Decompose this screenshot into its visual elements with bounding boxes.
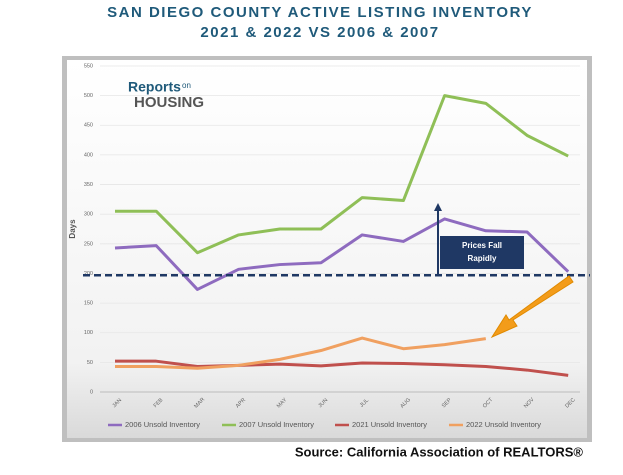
- y-tick-label: 450: [84, 123, 93, 129]
- y-tick-label: 500: [84, 93, 93, 99]
- series-line: [115, 359, 569, 377]
- logo-text: HOUSING: [134, 94, 204, 111]
- annotation-text: Prices Fall: [462, 241, 502, 250]
- logo-text: Reports: [128, 79, 181, 95]
- y-tick-label: 250: [84, 241, 93, 247]
- series-line: [115, 336, 487, 370]
- logo-text: on: [182, 81, 191, 90]
- y-tick-label: 0: [90, 389, 93, 395]
- chart-title: SAN DIEGO COUNTY ACTIVE LISTING INVENTOR…: [107, 4, 533, 21]
- x-tick-label: JUL: [359, 398, 370, 409]
- x-tick-label: JUN: [317, 397, 329, 409]
- y-tick-label: 50: [87, 360, 93, 366]
- y-tick-label: 300: [84, 212, 93, 218]
- legend-label: 2007 Unsold Inventory: [239, 420, 314, 429]
- legend-label: 2006 Unsold Inventory: [125, 420, 200, 429]
- orange-arrow: [490, 275, 574, 339]
- y-tick-label: 350: [84, 182, 93, 188]
- series-line: [115, 94, 569, 255]
- y-tick-label: 200: [84, 271, 93, 277]
- source: Source: California Association of REALTO…: [295, 444, 584, 459]
- y-tick-label: 550: [84, 63, 93, 69]
- x-tick-label: JAN: [112, 398, 124, 410]
- y-tick-label: 100: [84, 330, 93, 336]
- legend-label: 2022 Unsold Inventory: [466, 420, 541, 429]
- y-tick-label: 150: [84, 301, 93, 307]
- chart-subtitle: 2021 & 2022 VS 2006 & 2007: [200, 24, 439, 41]
- annotation-box: [440, 236, 524, 269]
- legend-label: 2021 Unsold Inventory: [352, 420, 427, 429]
- annotation-text: Rapidly: [468, 254, 497, 263]
- y-tick-label: 400: [84, 152, 93, 158]
- y-axis-label: Days: [68, 219, 77, 239]
- series-line: [114, 217, 570, 291]
